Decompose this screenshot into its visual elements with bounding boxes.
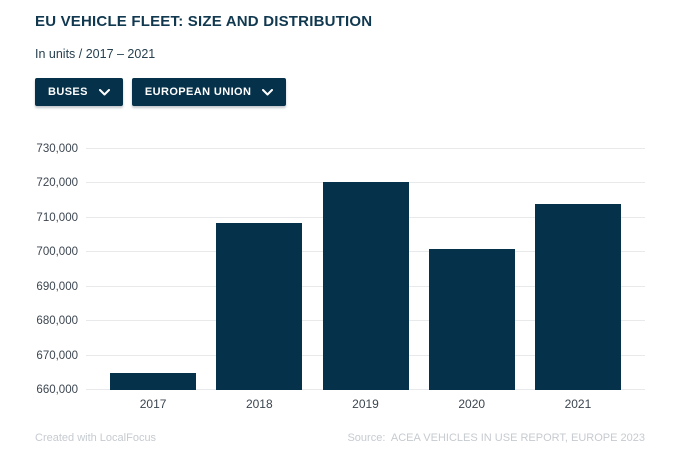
source-text: Source: ACEA VEHICLES IN USE REPORT, EUR…: [347, 432, 645, 444]
bar-2018[interactable]: [216, 223, 303, 390]
x-axis-labels: 2017 2018 2019 2020 2021: [100, 397, 631, 411]
y-tick-label: 690,000: [36, 280, 78, 293]
y-tick-label: 710,000: [36, 211, 78, 224]
x-tick-label-2019: 2019: [352, 397, 379, 411]
x-tick-label-2018: 2018: [245, 397, 273, 411]
page-title: EU VEHICLE FLEET: SIZE AND DISTRIBUTION: [35, 13, 373, 30]
bar-slot-2021: [525, 149, 631, 390]
vehicle-type-dropdown-label: BUSES: [48, 86, 88, 98]
footer: Created with LocalFocus Source: ACEA VEH…: [35, 432, 645, 444]
y-gridline: [86, 148, 645, 149]
y-tick-label: 720,000: [36, 177, 78, 190]
x-tick-label-2020: 2020: [458, 397, 486, 411]
bar-2019[interactable]: [322, 181, 409, 390]
y-axis-labels: 660,000 670,000 680,000 690,000 700,000 710,0…: [0, 143, 78, 396]
bar-slot-2020: [419, 149, 525, 390]
bar-chart-plot-area: [86, 148, 645, 390]
y-tick-label: 660,000: [36, 384, 78, 396]
chevron-down-icon: [98, 88, 110, 95]
filter-bar: BUSES EUROPEAN UNION: [35, 78, 287, 106]
y-tick-label: 730,000: [36, 143, 78, 155]
vehicle-type-dropdown[interactable]: BUSES: [35, 78, 123, 106]
bar-2017[interactable]: [110, 372, 197, 390]
y-tick-label: 670,000: [36, 349, 78, 362]
bar-2020[interactable]: [428, 248, 515, 390]
chevron-down-icon: [262, 88, 274, 95]
chart-subtitle: In units / 2017 – 2021: [35, 47, 156, 61]
x-tick-label-2021: 2021: [564, 397, 592, 411]
bar-slot-2019: [312, 149, 418, 390]
y-tick-label: 680,000: [36, 315, 78, 328]
region-dropdown-label: EUROPEAN UNION: [144, 86, 252, 98]
y-tick-label: 700,000: [36, 246, 78, 259]
credit-text: Created with LocalFocus: [35, 432, 157, 444]
bar-slot-2017: [100, 149, 206, 390]
bar-slot-2018: [206, 149, 312, 390]
region-dropdown[interactable]: EUROPEAN UNION: [131, 78, 287, 106]
bar-series: [100, 149, 631, 390]
x-tick-label-2017: 2017: [139, 397, 167, 411]
bar-2021[interactable]: [534, 204, 621, 390]
